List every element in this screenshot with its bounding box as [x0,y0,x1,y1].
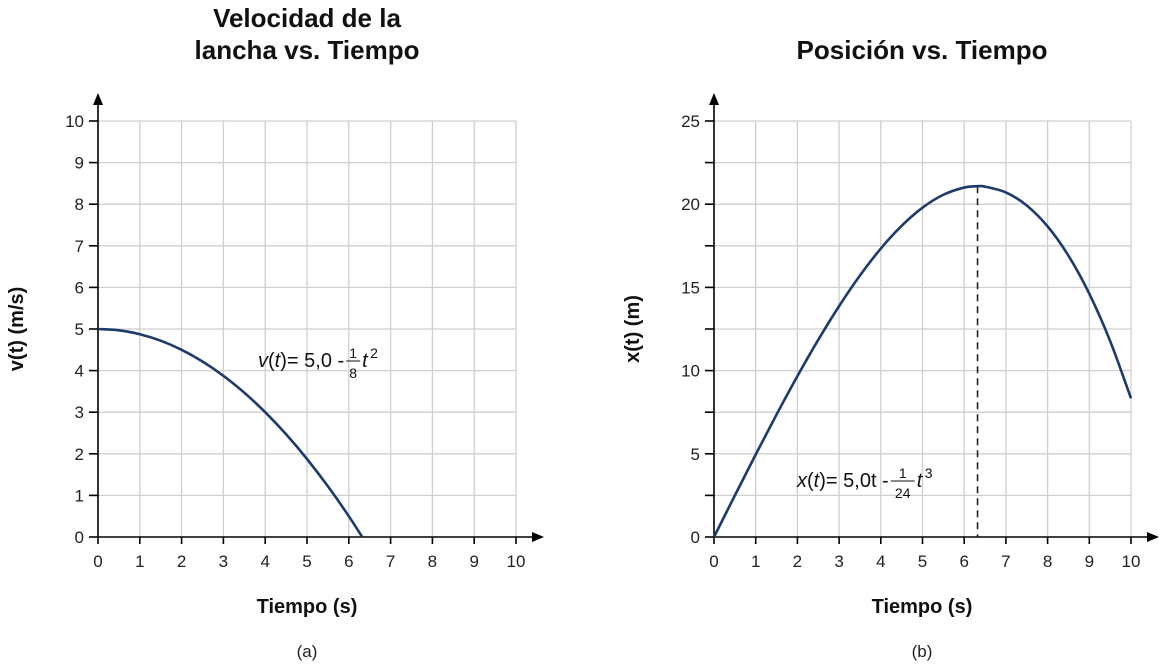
x-axis-arrow [532,532,544,542]
y-tick-label: 0 [75,528,84,547]
y-tick-label: 5 [691,445,700,464]
x-axis-label: Tiempo (s) [872,596,973,618]
y-tick-label: 0 [691,528,700,547]
equation-rhs: = 5,0t - [826,470,889,492]
x-tick-label: 9 [469,552,478,571]
equation-denominator: 8 [349,365,357,381]
x-tick-label: 9 [1085,552,1094,571]
y-tick-label: 1 [75,486,84,505]
y-axis-arrow [93,93,103,105]
x-tick-label: 2 [177,552,186,571]
equation-lhs-arg: t [814,470,821,492]
x-tick-label: 10 [507,552,526,571]
equation-numerator: 1 [349,345,357,361]
y-axis-label: x(t) (m) [622,295,644,363]
panel-label: (a) [297,642,318,661]
y-tick-label: 10 [681,362,700,381]
x-tick-label: 7 [1001,552,1010,571]
y-axis-arrow [709,93,719,105]
equation-exponent: 2 [370,345,378,361]
x-tick-label: 5 [918,552,927,571]
y-tick-label: 7 [75,237,84,256]
y-axis-label: v(t) (m/s) [6,287,28,371]
x-tick-label: 8 [428,552,437,571]
equation-lhs-arg: t [275,350,282,372]
x-tick-label: 1 [135,552,144,571]
x-tick-label: 8 [1043,552,1052,571]
x-tick-label: 1 [751,552,760,571]
equation-variable: t [917,470,924,492]
x-tick-label: 4 [876,552,885,571]
data-series-curve [712,184,1133,538]
x-tick-label: 5 [302,552,311,571]
x-tick-label: 7 [386,552,395,571]
y-tick-label: 3 [75,403,84,422]
chart-title: lancha vs. Tiempo [195,35,420,65]
chart-title: Velocidad de la [213,3,401,33]
equation-variable: t [362,350,369,372]
x-tick-label: 3 [219,552,228,571]
y-tick-label: 6 [75,278,84,297]
chart-position: 0 1 2 3 4 5 6 7 8 9 10 0 5 10 15 20 25 Posición vs. Tiemp… [622,35,1159,661]
y-tick-label: 10 [65,112,84,131]
x-tick-label: 10 [1122,552,1141,571]
y-tick-label: 15 [681,278,700,297]
y-tick-label: 5 [75,320,84,339]
x-tick-label: 0 [93,552,102,571]
equation-denominator: 24 [895,485,911,501]
equation-numerator: 1 [899,465,907,481]
equation-label: v(t)= 5,0 - [258,350,344,372]
x-tick-label: 2 [793,552,802,571]
y-tick-label: 9 [75,154,84,173]
y-tick-label: 2 [75,445,84,464]
equation-label: x(t)= 5,0t - [796,470,889,492]
equation-rhs: = 5,0 - [287,350,344,372]
x-tick-label: 0 [709,552,718,571]
x-tick-label: 6 [344,552,353,571]
x-axis-arrow [1147,532,1159,542]
y-tick-label: 20 [681,195,700,214]
x-tick-label: 3 [834,552,843,571]
data-series-curve [97,327,364,538]
panel-label: (b) [912,642,933,661]
equation-exponent: 3 [925,465,933,481]
chart-title: Posición vs. Tiempo [797,35,1048,65]
equation-lhs-var: x [796,470,808,492]
x-tick-label: 4 [260,552,269,571]
y-tick-label: 4 [75,362,84,381]
x-axis-label: Tiempo (s) [257,596,358,618]
equation-lhs-var: v [258,350,269,372]
y-tick-label: 8 [75,195,84,214]
x-tick-label: 6 [959,552,968,571]
y-tick-label: 25 [681,112,700,131]
